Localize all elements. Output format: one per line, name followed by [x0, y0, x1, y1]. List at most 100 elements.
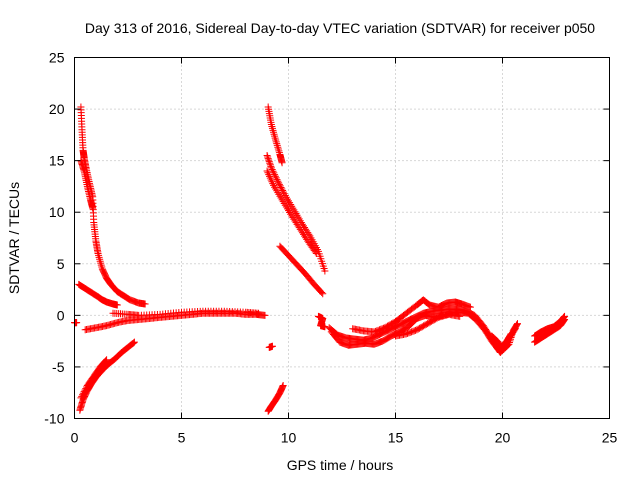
data-point: [273, 176, 281, 184]
data-point: [268, 124, 276, 132]
data-point: [321, 323, 329, 331]
data-point: [312, 249, 320, 257]
data-point: [78, 392, 86, 400]
x-tick-label: 15: [388, 430, 404, 446]
data-point: [288, 202, 296, 210]
data-point: [270, 181, 278, 189]
data-point: [290, 206, 298, 214]
x-tick-label: 20: [495, 430, 511, 446]
x-tick-label: 25: [602, 430, 618, 446]
data-point: [294, 213, 302, 221]
data-point: [266, 161, 274, 169]
y-tick-label: 0: [57, 307, 65, 323]
data-point: [278, 185, 286, 193]
data-point: [130, 338, 138, 346]
data-point: [466, 303, 474, 311]
data-point: [275, 149, 283, 157]
data-points: [71, 103, 569, 415]
data-point: [255, 309, 263, 317]
data-point: [266, 172, 274, 180]
data-point: [271, 171, 279, 179]
y-tick-label: 10: [49, 204, 65, 220]
data-point: [269, 167, 277, 175]
data-point: [508, 330, 516, 338]
data-point: [278, 196, 286, 204]
data-point: [97, 259, 105, 267]
data-point: [263, 167, 271, 175]
data-point: [311, 248, 319, 256]
data-point: [103, 356, 111, 364]
data-point: [507, 335, 515, 343]
data-point: [82, 385, 90, 393]
data-point: [285, 197, 292, 205]
data-point: [97, 261, 105, 269]
data-point: [279, 198, 287, 206]
data-point: [265, 158, 273, 166]
data-point: [102, 357, 110, 365]
data-point: [266, 159, 274, 167]
data-point: [268, 166, 276, 174]
data-point: [275, 180, 283, 188]
data-point: [279, 381, 287, 389]
data-point: [292, 210, 300, 218]
data-point: [513, 320, 521, 328]
data-point: [281, 201, 289, 209]
data-point: [268, 178, 276, 186]
y-tick-label: -5: [52, 359, 65, 375]
data-point: [269, 126, 277, 134]
data-point: [560, 313, 568, 321]
data-point: [89, 204, 97, 212]
data-point: [267, 164, 275, 172]
y-axis-label: SDTVAR / TECUs: [6, 182, 22, 294]
data-point: [272, 136, 280, 144]
data-point: [272, 185, 280, 193]
data-point: [267, 162, 275, 170]
data-point: [141, 300, 149, 308]
data-point: [268, 122, 276, 130]
chart-title: Day 313 of 2016, Sidereal Day-to-day VTE…: [85, 20, 595, 36]
data-point: [277, 183, 285, 191]
data-point: [274, 143, 282, 151]
y-tick-label: 15: [49, 153, 65, 169]
data-point: [275, 190, 283, 198]
data-point: [274, 145, 282, 153]
data-point: [293, 211, 301, 219]
data-point: [94, 249, 102, 257]
data-point: [269, 180, 277, 188]
data-point: [319, 290, 327, 298]
data-point: [271, 183, 279, 191]
data-point: [272, 138, 280, 146]
data-point: [270, 128, 278, 136]
data-point: [101, 358, 109, 366]
ticks: 0 5 10 15 20 25 -10 -5 0 5 10 15 20 25: [44, 50, 617, 446]
data-point: [129, 339, 137, 347]
data-point: [80, 388, 88, 396]
data-point: [279, 187, 287, 195]
data-point: [280, 199, 288, 207]
data-point: [561, 312, 569, 320]
data-point: [264, 155, 272, 163]
data-point: [505, 339, 513, 347]
data-point: [285, 207, 292, 215]
data-point: [280, 190, 288, 198]
data-point: [113, 301, 121, 309]
y-tick-label: 5: [57, 256, 65, 272]
data-point: [130, 339, 138, 347]
y-tick-label: 20: [49, 101, 65, 117]
data-point: [283, 205, 291, 213]
data-point: [275, 179, 283, 187]
data-point: [274, 177, 282, 185]
data-point: [81, 386, 89, 394]
data-point: [512, 321, 520, 329]
data-point: [508, 332, 516, 340]
data-point: [321, 267, 329, 275]
data-point: [286, 199, 294, 207]
data-point: [282, 193, 290, 201]
x-tick-label: 0: [71, 430, 79, 446]
data-point: [79, 391, 87, 399]
data-point: [507, 334, 515, 342]
x-tick-label: 5: [178, 430, 186, 446]
data-point: [264, 169, 272, 177]
data-point: [273, 187, 281, 195]
